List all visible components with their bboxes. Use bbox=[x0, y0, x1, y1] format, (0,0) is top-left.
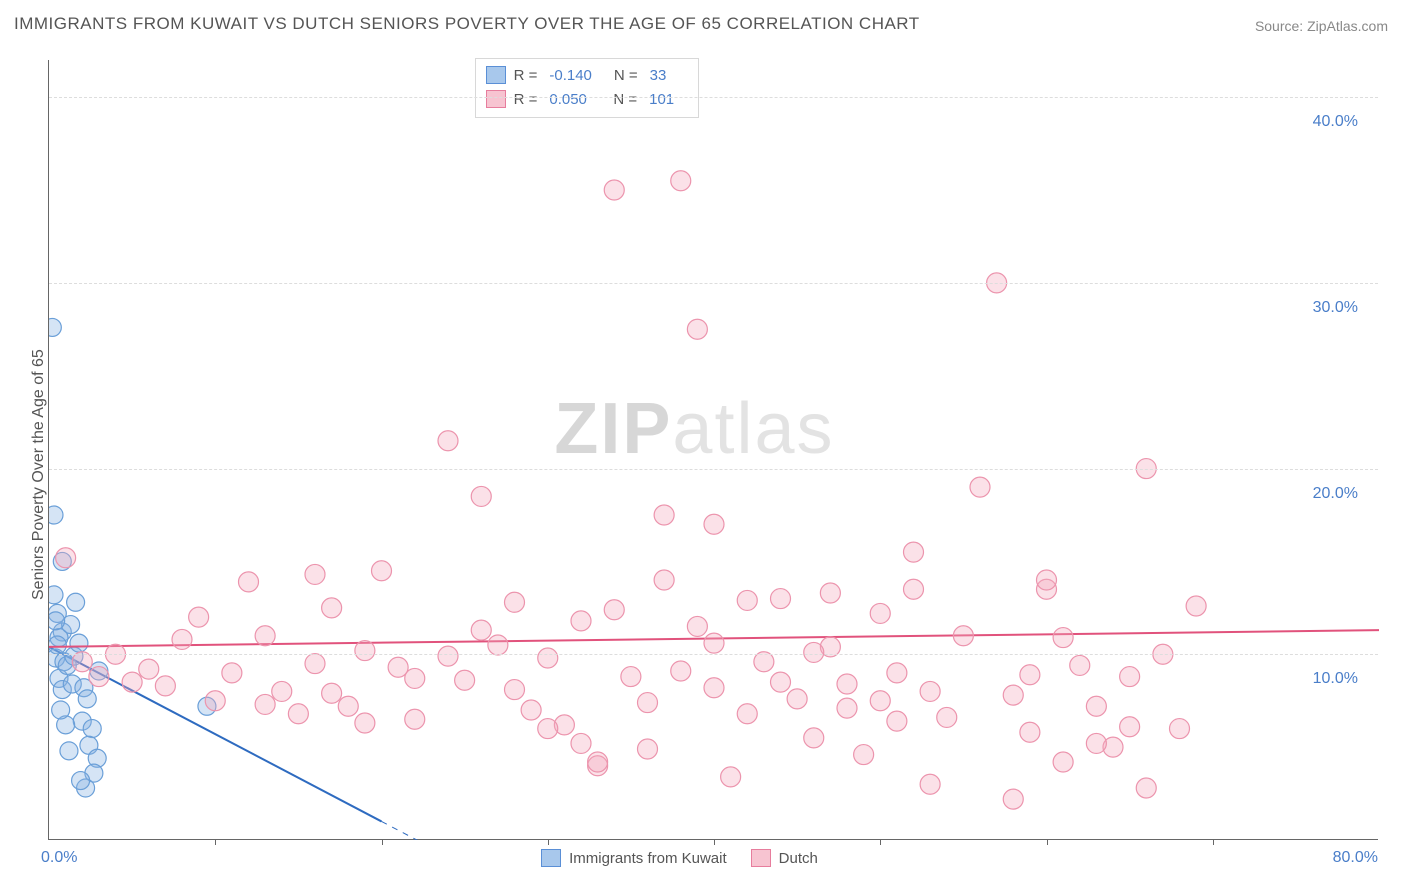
stats-row: R = 0.050 N = 101 bbox=[486, 87, 689, 111]
x-tick bbox=[548, 839, 549, 845]
watermark: ZIPatlas bbox=[554, 388, 834, 470]
source-attribution: Source: ZipAtlas.com bbox=[1255, 18, 1388, 34]
stats-row: R = -0.140 N = 33 bbox=[486, 63, 689, 87]
legend-label: Dutch bbox=[779, 850, 818, 867]
r-value: 0.050 bbox=[545, 91, 605, 108]
legend-bottom: Immigrants from Kuwait Dutch bbox=[541, 849, 818, 867]
legend-swatch bbox=[486, 90, 506, 108]
y-tick-label: 30.0% bbox=[1313, 299, 1358, 317]
x-tick bbox=[1213, 839, 1214, 845]
plot-area: ZIPatlas R =-0.140N =33R =0.050N =101 Im… bbox=[48, 60, 1378, 840]
y-tick-label: 10.0% bbox=[1313, 670, 1358, 688]
chart-title: IMMIGRANTS FROM KUWAIT VS DUTCH SENIORS … bbox=[14, 14, 920, 34]
x-tick bbox=[714, 839, 715, 845]
x-tick bbox=[215, 839, 216, 845]
legend-swatch bbox=[541, 849, 561, 867]
gridline bbox=[49, 469, 1378, 470]
n-label: N = bbox=[613, 91, 637, 108]
n-label: N = bbox=[614, 67, 638, 84]
chart-container: IMMIGRANTS FROM KUWAIT VS DUTCH SENIORS … bbox=[0, 0, 1406, 892]
y-tick-label: 40.0% bbox=[1313, 113, 1358, 131]
x-tick bbox=[880, 839, 881, 845]
y-axis-label: Seniors Poverty Over the Age of 65 bbox=[30, 349, 48, 600]
x-tick bbox=[1047, 839, 1048, 845]
x-tick-label: 0.0% bbox=[41, 849, 77, 867]
legend-item: Immigrants from Kuwait bbox=[541, 849, 727, 867]
legend-item: Dutch bbox=[751, 849, 818, 867]
y-tick-label: 20.0% bbox=[1313, 485, 1358, 503]
n-value: 33 bbox=[646, 67, 681, 84]
n-value: 101 bbox=[645, 91, 688, 108]
scatter-svg bbox=[49, 60, 1379, 840]
r-value: -0.140 bbox=[545, 67, 606, 84]
x-tick bbox=[382, 839, 383, 845]
x-tick-label: 80.0% bbox=[1333, 849, 1378, 867]
legend-swatch bbox=[486, 66, 506, 84]
gridline bbox=[49, 97, 1378, 98]
gridline bbox=[49, 654, 1378, 655]
gridline bbox=[49, 283, 1378, 284]
stats-legend-box: R = -0.140 N = 33 R = 0.050 N = 101 bbox=[475, 58, 700, 118]
legend-swatch bbox=[751, 849, 771, 867]
r-label: R = bbox=[514, 91, 538, 108]
r-label: R = bbox=[514, 67, 538, 84]
legend-label: Immigrants from Kuwait bbox=[569, 850, 727, 867]
